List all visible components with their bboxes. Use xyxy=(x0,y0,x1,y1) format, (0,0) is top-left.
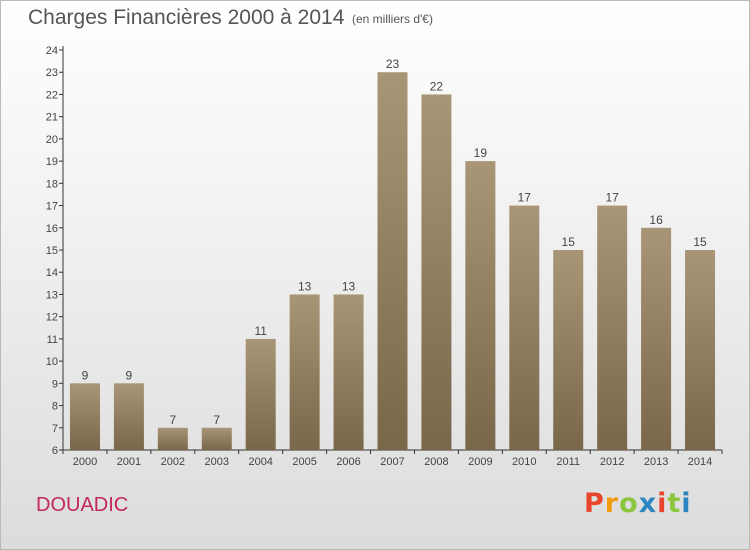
chart-subtitle: (en milliers d'€) xyxy=(352,12,433,26)
bar-2001[interactable] xyxy=(113,383,144,450)
data-label-2002: 7 xyxy=(169,413,176,427)
y-tick-label: 6 xyxy=(52,445,58,457)
data-label-2006: 13 xyxy=(342,279,356,293)
y-tick-label: 18 xyxy=(46,178,58,190)
y-tick-label: 7 xyxy=(52,423,58,435)
y-axis: 6 7 8 9 10 11 12 13 14 15 16 17 18 19 20 21 22 23 24 xyxy=(46,45,64,457)
bar-2010[interactable] xyxy=(509,205,540,450)
y-tick-label: 11 xyxy=(47,334,58,346)
logo-letter: r xyxy=(604,488,620,519)
data-label-2007: 23 xyxy=(386,57,400,71)
x-tick-label: 2013 xyxy=(644,456,668,468)
y-tick-label: 10 xyxy=(46,356,58,368)
bar-2002[interactable] xyxy=(157,427,188,450)
bar-2012[interactable] xyxy=(597,205,628,450)
bar-2014[interactable] xyxy=(685,250,716,450)
y-tick-label: 24 xyxy=(46,45,58,57)
data-label-2005: 13 xyxy=(298,279,312,293)
x-tick-label: 2009 xyxy=(468,456,492,468)
data-label-2008: 22 xyxy=(430,79,444,93)
y-tick-label: 20 xyxy=(46,134,58,146)
bar-2003[interactable] xyxy=(201,427,232,450)
bar-2011[interactable] xyxy=(553,250,584,450)
logo-letter: o xyxy=(619,488,639,519)
x-axis: 2000 2001 2002 2003 2004 2005 2006 2007 2008 2009… xyxy=(62,449,723,468)
data-label-2011: 15 xyxy=(562,235,576,249)
y-tick-label: 23 xyxy=(46,67,58,79)
logo-letter: x xyxy=(638,488,658,519)
bar-2009[interactable] xyxy=(465,161,496,450)
bar-2013[interactable] xyxy=(641,227,672,450)
data-label-2014: 15 xyxy=(693,235,707,249)
x-tick-label: 2003 xyxy=(205,456,229,468)
y-tick-label: 8 xyxy=(52,401,58,413)
data-label-2013: 16 xyxy=(649,213,663,227)
x-tick-label: 2014 xyxy=(688,456,712,468)
data-label-2003: 7 xyxy=(213,413,220,427)
data-label-2010: 17 xyxy=(518,191,532,205)
data-labels: 9 9 7 7 11 13 13 23 22 19 17 15 17 16 15 xyxy=(82,57,707,427)
y-tick-label: 15 xyxy=(46,245,58,257)
data-label-2009: 19 xyxy=(474,146,488,160)
logo-letter: P xyxy=(584,488,605,519)
x-tick-label: 2011 xyxy=(556,456,580,468)
x-tick-label: 2012 xyxy=(600,456,624,468)
y-tick-label: 12 xyxy=(46,312,58,324)
bar-2004[interactable] xyxy=(245,338,276,450)
y-tick-label: 19 xyxy=(46,156,58,168)
bars xyxy=(69,72,716,450)
x-tick-label: 2006 xyxy=(336,456,360,468)
data-label-2000: 9 xyxy=(82,368,89,382)
bar-2000[interactable] xyxy=(69,383,100,450)
logo-letter: i xyxy=(681,488,692,519)
y-tick-label: 14 xyxy=(46,267,58,279)
bar-2005[interactable] xyxy=(289,294,320,450)
logo-letter: t xyxy=(667,488,682,519)
x-tick-label: 2010 xyxy=(512,456,536,468)
data-label-2004: 11 xyxy=(254,324,267,338)
x-tick-label: 2004 xyxy=(248,456,272,468)
x-tick-label: 2002 xyxy=(161,456,185,468)
y-tick-label: 22 xyxy=(46,89,58,101)
x-tick-label: 2007 xyxy=(380,456,404,468)
x-tick-label: 2000 xyxy=(73,456,97,468)
x-tick-label: 2001 xyxy=(117,456,141,468)
commune-name: DOUADIC xyxy=(36,494,129,516)
chart-title: Charges Financières 2000 à 2014 xyxy=(28,6,345,29)
y-tick-label: 9 xyxy=(52,378,58,390)
y-tick-label: 21 xyxy=(46,112,58,124)
y-tick-label: 17 xyxy=(46,201,58,213)
logo-letter: i xyxy=(657,488,668,519)
y-tick-label: 16 xyxy=(46,223,58,235)
proxiti-logo[interactable]: Proxiti xyxy=(584,488,692,519)
data-label-2012: 17 xyxy=(605,191,619,205)
bar-2006[interactable] xyxy=(333,294,364,450)
data-label-2001: 9 xyxy=(126,368,133,382)
bar-2007[interactable] xyxy=(377,72,408,450)
bar-2008[interactable] xyxy=(421,94,452,450)
x-tick-label: 2005 xyxy=(292,456,316,468)
y-tick-label: 13 xyxy=(46,289,58,301)
x-tick-label: 2008 xyxy=(424,456,448,468)
